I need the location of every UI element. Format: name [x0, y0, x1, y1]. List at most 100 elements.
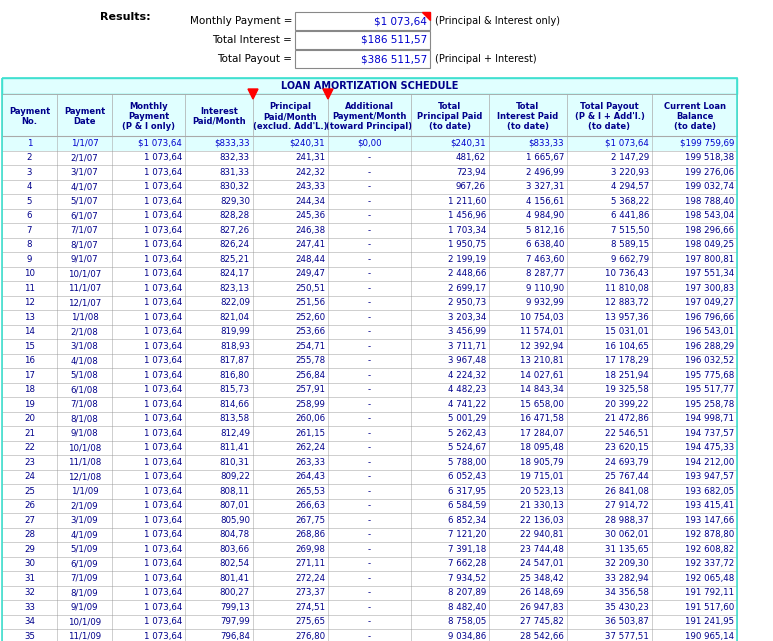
- Text: 19 325,58: 19 325,58: [605, 385, 649, 394]
- Text: 196 543,01: 196 543,01: [685, 328, 734, 337]
- Text: Interest: Interest: [200, 107, 238, 116]
- Text: 251,56: 251,56: [295, 298, 325, 307]
- Text: 196 032,52: 196 032,52: [685, 356, 734, 365]
- Text: 5 788,00: 5 788,00: [448, 458, 486, 467]
- Text: 7: 7: [27, 226, 32, 235]
- Text: 19: 19: [24, 400, 35, 409]
- Text: 30: 30: [24, 559, 35, 569]
- Bar: [2, 469, 737, 484]
- Text: Current Loan: Current Loan: [663, 102, 726, 111]
- Text: -: -: [368, 226, 371, 235]
- Text: 6 638,40: 6 638,40: [526, 240, 564, 249]
- Text: -: -: [368, 603, 371, 612]
- Text: Total Payout =: Total Payout =: [217, 54, 292, 64]
- Text: 192 878,80: 192 878,80: [685, 530, 734, 539]
- Bar: [2, 426, 737, 440]
- Text: -: -: [368, 313, 371, 322]
- Text: 1 073,64: 1 073,64: [144, 559, 182, 569]
- Text: 25 348,42: 25 348,42: [520, 574, 564, 583]
- Text: 4/1/09: 4/1/09: [70, 530, 98, 539]
- Bar: [295, 50, 430, 68]
- Text: 1 073,64: 1 073,64: [144, 487, 182, 495]
- Text: 1 073,64: 1 073,64: [144, 313, 182, 322]
- Text: -: -: [368, 284, 371, 293]
- Bar: [2, 238, 737, 252]
- Text: 195 258,78: 195 258,78: [685, 400, 734, 409]
- Text: $386 511,57: $386 511,57: [361, 54, 427, 64]
- Text: Paid/Month: Paid/Month: [264, 112, 317, 121]
- Text: 817,87: 817,87: [220, 356, 250, 365]
- Text: 18 095,48: 18 095,48: [520, 443, 564, 453]
- Text: 261,15: 261,15: [295, 429, 325, 438]
- Text: Total: Total: [438, 102, 461, 111]
- Text: 33 282,94: 33 282,94: [605, 574, 649, 583]
- Text: 4: 4: [27, 182, 32, 191]
- Text: 816,80: 816,80: [220, 370, 250, 379]
- Text: 194 212,00: 194 212,00: [685, 458, 734, 467]
- Text: 2 496,99: 2 496,99: [526, 168, 564, 177]
- Text: 832,33: 832,33: [220, 153, 250, 162]
- Text: 5 262,43: 5 262,43: [448, 429, 486, 438]
- Text: 194 475,33: 194 475,33: [685, 443, 734, 453]
- Text: 6/1/08: 6/1/08: [70, 385, 98, 394]
- Text: 9 662,79: 9 662,79: [611, 254, 649, 263]
- Text: 191 241,95: 191 241,95: [685, 617, 734, 626]
- Text: 481,62: 481,62: [456, 153, 486, 162]
- Text: 1 073,64: 1 073,64: [144, 168, 182, 177]
- Text: 823,13: 823,13: [220, 284, 250, 293]
- Text: 198 296,66: 198 296,66: [685, 226, 734, 235]
- Text: 31 135,65: 31 135,65: [605, 545, 649, 554]
- Text: 3/1/07: 3/1/07: [70, 168, 98, 177]
- Text: 1 073,64: 1 073,64: [144, 530, 182, 539]
- Text: $1 073,64: $1 073,64: [138, 138, 182, 147]
- Text: 27 745,82: 27 745,82: [520, 617, 564, 626]
- Text: 1 073,64: 1 073,64: [144, 501, 182, 510]
- Text: $833,33: $833,33: [529, 138, 564, 147]
- Text: -: -: [368, 458, 371, 467]
- Text: 4 224,32: 4 224,32: [448, 370, 486, 379]
- Text: -: -: [368, 617, 371, 626]
- Text: 10/1/09: 10/1/09: [68, 617, 101, 626]
- Text: -: -: [368, 414, 371, 423]
- Text: 6 441,86: 6 441,86: [611, 212, 649, 221]
- Text: 1/1/08: 1/1/08: [70, 313, 98, 322]
- Text: 21 472,86: 21 472,86: [605, 414, 649, 423]
- Text: 195 517,77: 195 517,77: [685, 385, 734, 394]
- Text: 8 758,05: 8 758,05: [448, 617, 486, 626]
- Text: -: -: [368, 298, 371, 307]
- Text: 272,24: 272,24: [295, 574, 325, 583]
- Text: 11/1/07: 11/1/07: [68, 284, 101, 293]
- Text: 243,33: 243,33: [295, 182, 325, 191]
- Text: 248,44: 248,44: [295, 254, 325, 263]
- Text: LOAN AMORTIZATION SCHEDULE: LOAN AMORTIZATION SCHEDULE: [281, 81, 458, 91]
- Text: Paid/Month: Paid/Month: [192, 117, 246, 126]
- Bar: [2, 281, 737, 296]
- Text: 25 767,44: 25 767,44: [605, 472, 649, 481]
- Text: 35: 35: [24, 632, 35, 641]
- Text: 2: 2: [27, 153, 32, 162]
- Text: -: -: [368, 342, 371, 351]
- Text: 1 073,64: 1 073,64: [144, 443, 182, 453]
- Text: 28 542,66: 28 542,66: [520, 632, 564, 641]
- Text: 9 110,90: 9 110,90: [526, 284, 564, 293]
- Text: 1 073,64: 1 073,64: [144, 617, 182, 626]
- Text: 28: 28: [24, 530, 35, 539]
- Text: 8 207,89: 8 207,89: [448, 588, 486, 597]
- Text: (toward Principal): (toward Principal): [326, 122, 413, 131]
- Text: 3 327,31: 3 327,31: [526, 182, 564, 191]
- Text: 193 415,41: 193 415,41: [685, 501, 734, 510]
- Text: 814,66: 814,66: [220, 400, 250, 409]
- Text: 245,36: 245,36: [295, 212, 325, 221]
- Text: Payment/Month: Payment/Month: [332, 112, 407, 121]
- Text: 8: 8: [27, 240, 32, 249]
- Text: 1 073,64: 1 073,64: [144, 197, 182, 206]
- Text: Payment: Payment: [9, 107, 50, 116]
- Text: 20 523,13: 20 523,13: [520, 487, 564, 495]
- Text: 9/1/09: 9/1/09: [71, 603, 98, 612]
- Text: $199 759,69: $199 759,69: [679, 138, 734, 147]
- Text: 9 034,86: 9 034,86: [448, 632, 486, 641]
- Text: 1 073,64: 1 073,64: [144, 342, 182, 351]
- Text: 831,33: 831,33: [220, 168, 250, 177]
- Text: 15 031,01: 15 031,01: [605, 328, 649, 337]
- Text: 2 448,66: 2 448,66: [448, 269, 486, 278]
